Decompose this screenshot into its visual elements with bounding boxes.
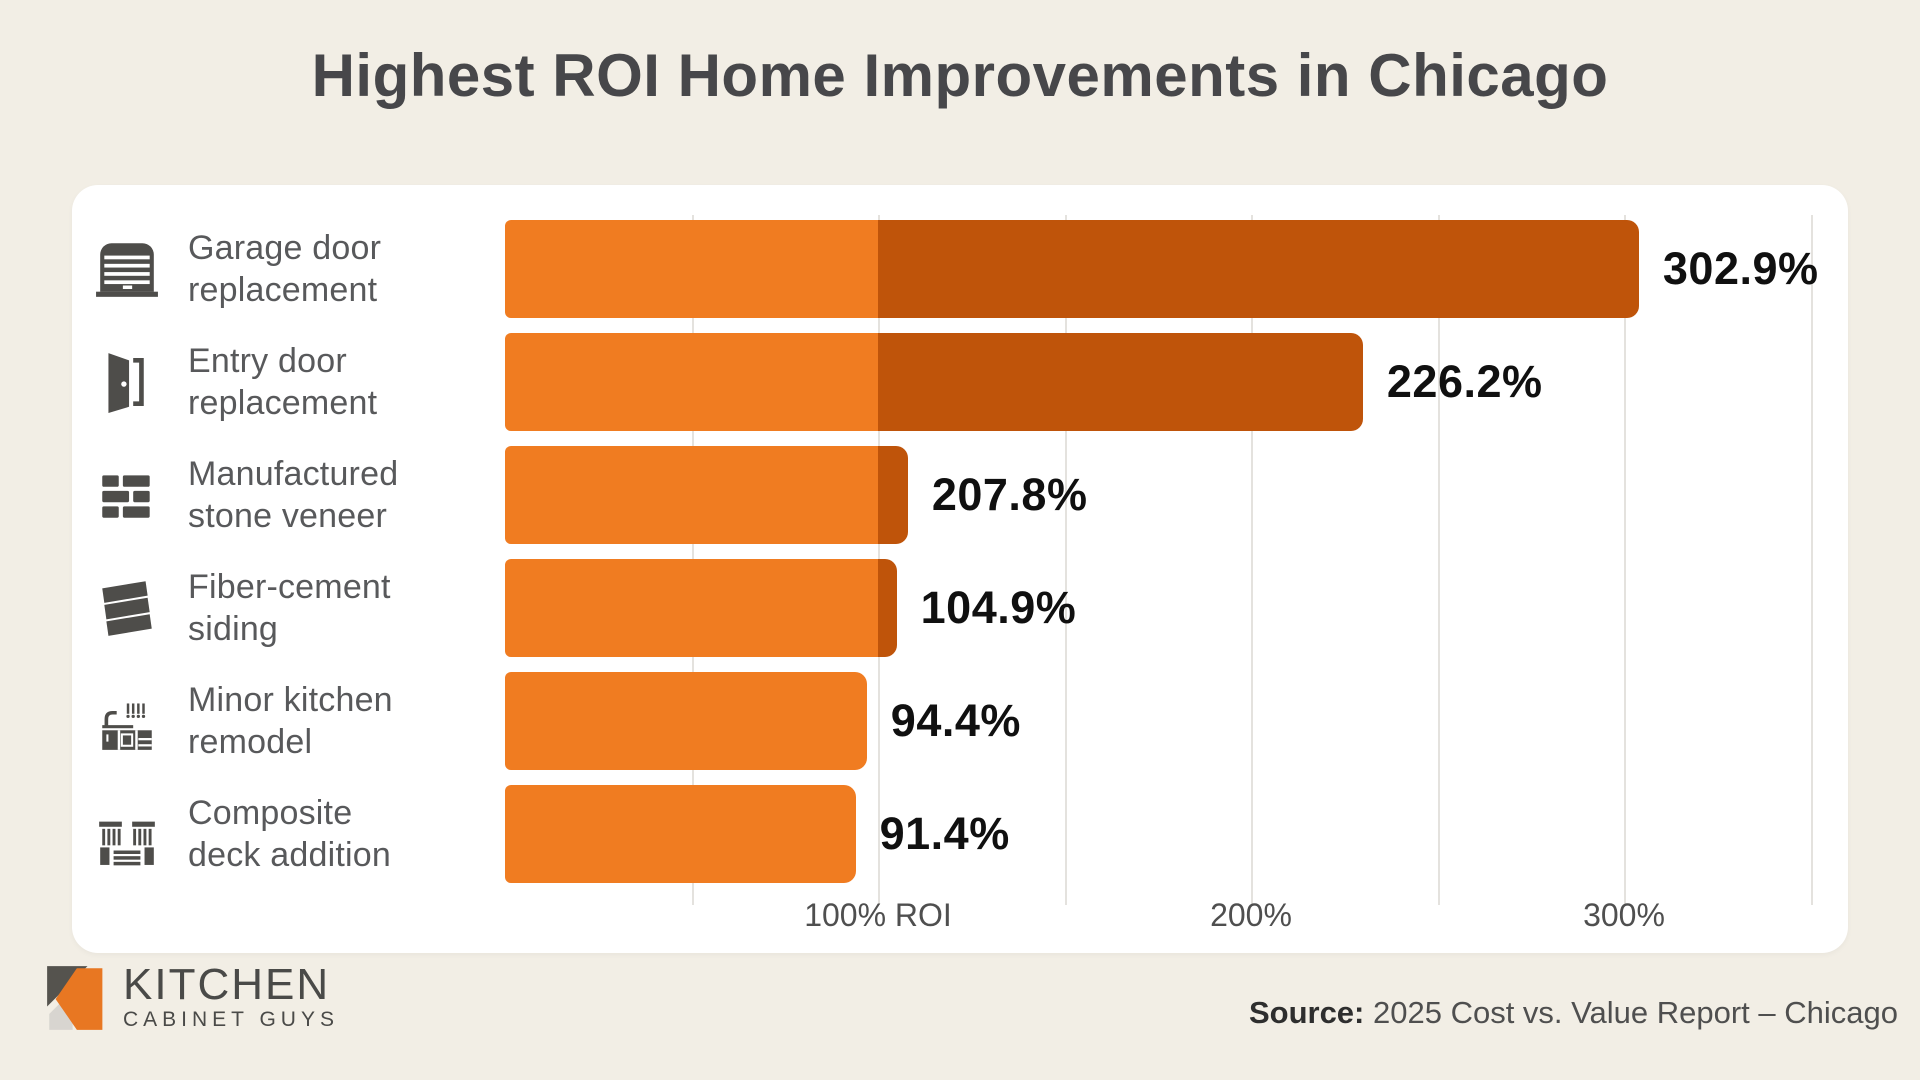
chart-row-stone-veneer: Manufactured stone veneer 207.8%: [72, 446, 1848, 544]
row-label-line2: deck addition: [188, 836, 391, 874]
row-label: Manufactured stone veneer: [188, 453, 498, 537]
chart-row-entry-door: Entry door replacement 226.2%: [72, 333, 1848, 431]
bar: [505, 333, 1363, 431]
source-label: Source:: [1248, 995, 1365, 1030]
chart-row-composite-deck: Composite deck addition 91.4%: [72, 785, 1848, 883]
logo-line2: CABINET GUYS: [123, 1008, 339, 1031]
gridline: [1251, 215, 1253, 905]
gridline: [1437, 215, 1440, 905]
logo-text: KITCHEN CABINET GUYS: [123, 963, 339, 1033]
footer-logo: KITCHEN CABINET GUYS: [45, 963, 339, 1033]
chart-row-fiber-cement-siding: Fiber-cement siding 104.9%: [72, 559, 1848, 657]
x-axis: 100% ROI 200% 300%: [72, 897, 1848, 937]
entry-door-icon: [92, 347, 162, 417]
row-label-line1: Composite: [188, 794, 353, 832]
bar-value: 302.9%: [1662, 243, 1819, 294]
chart-rows: Garage door replacement 302.9% Entry doo…: [72, 220, 1848, 883]
row-label-line1: Entry door: [188, 342, 347, 380]
source-attribution: Source: 2025 Cost vs. Value Report – Chi…: [1249, 995, 1898, 1031]
kitchen-cabinet-guys-logo-icon: [45, 964, 113, 1032]
row-label-line1: Fiber-cement: [188, 568, 391, 606]
logo-line1: KITCHEN: [123, 960, 331, 1009]
bar: [505, 785, 856, 883]
row-label-line1: Minor kitchen: [188, 681, 393, 719]
bar-value: 104.9%: [920, 582, 1077, 633]
gridline: [1624, 215, 1626, 905]
row-label: Entry door replacement: [188, 340, 498, 424]
row-label-line2: remodel: [188, 723, 313, 761]
bar: [505, 672, 867, 770]
page-title: Highest ROI Home Improvements in Chicago: [311, 42, 1609, 109]
row-label-line2: replacement: [188, 271, 378, 309]
bar: [505, 559, 897, 657]
bar-value: 91.4%: [879, 808, 1010, 859]
x-tick-label: 200%: [1210, 897, 1292, 933]
row-label-line1: Manufactured: [188, 455, 399, 493]
chart-row-garage-door: Garage door replacement 302.9%: [72, 220, 1848, 318]
row-label: Composite deck addition: [188, 792, 498, 876]
gridline: [1810, 215, 1813, 905]
row-label-line2: replacement: [188, 384, 378, 422]
stone-veneer-icon: [92, 460, 162, 530]
row-label: Minor kitchen remodel: [188, 679, 498, 763]
row-label-line2: stone veneer: [188, 497, 387, 535]
bar-value: 207.8%: [931, 469, 1088, 520]
gridline: [1064, 215, 1067, 905]
chart-card: Garage door replacement 302.9% Entry doo…: [72, 185, 1848, 953]
fiber-cement-siding-icon: [92, 573, 162, 643]
bar: [505, 220, 1639, 318]
row-label-line1: Garage door: [188, 229, 382, 267]
garage-door-icon: [92, 234, 162, 304]
row-label-line2: siding: [188, 610, 279, 648]
bar-value: 226.2%: [1386, 356, 1543, 407]
row-label: Fiber-cement siding: [188, 566, 498, 650]
kitchen-icon: [92, 686, 162, 756]
x-tick-label: 300%: [1583, 897, 1665, 933]
x-tick-label: 100% ROI: [804, 897, 952, 933]
composite-deck-icon: [92, 799, 162, 869]
row-label: Garage door replacement: [188, 227, 498, 311]
bar: [505, 446, 908, 544]
source-text: 2025 Cost vs. Value Report – Chicago: [1364, 995, 1898, 1030]
chart-row-kitchen: Minor kitchen remodel 94.4%: [72, 672, 1848, 770]
bar-value: 94.4%: [890, 695, 1021, 746]
